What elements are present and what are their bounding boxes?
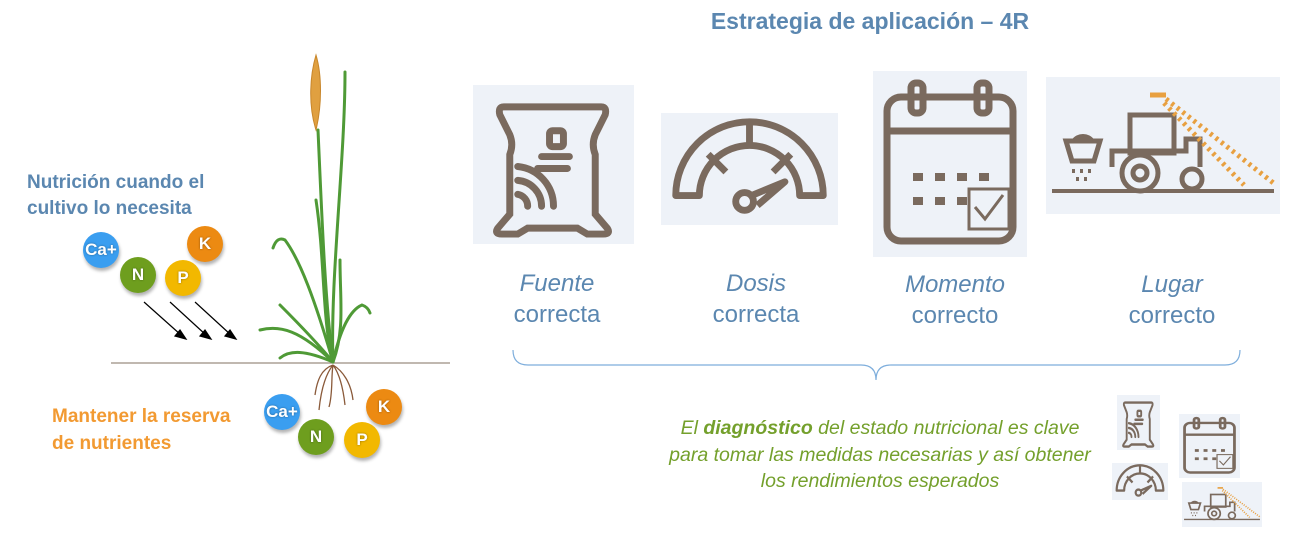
text-line: para tomar las medidas necesarias y así … — [669, 443, 1091, 466]
potassium-ball-top: K — [187, 226, 223, 262]
curly-brace — [512, 349, 1241, 381]
calcium-ball-top: Ca+ — [83, 232, 119, 268]
nitrogen-ball-top: N — [120, 257, 156, 293]
text-line: cultivo lo necesita — [27, 198, 192, 219]
text-part: El — [680, 417, 704, 439]
label-word: Momento — [904, 271, 1006, 298]
small-fertilizer-bag-icon — [1117, 395, 1160, 450]
phosphorus-ball-top: P — [165, 260, 201, 296]
label-momento: Momento correcto — [855, 269, 1055, 331]
maintain-reserve-text: Mantener la reserva de nutrientes — [52, 403, 231, 457]
label-sub: correcto — [911, 302, 999, 329]
text-line: El diagnóstico del estado nutricional es… — [620, 415, 1140, 442]
text-line: Nutrición cuando el — [27, 172, 205, 193]
text-line: de nutrientes — [52, 433, 172, 454]
label-sub: correcta — [712, 301, 800, 328]
text-part: del estado nutricional es clave — [812, 417, 1080, 439]
label-word: Lugar — [1141, 271, 1203, 298]
label-sub: correcta — [513, 301, 601, 328]
label-lugar: Lugar correcto — [1072, 269, 1272, 331]
wheat-plant-illustration — [111, 53, 450, 411]
label-word: Dosis — [725, 270, 786, 297]
page-title: Estrategia de aplicación – 4R — [710, 8, 1030, 34]
calendar-icon — [873, 71, 1027, 257]
small-calendar-icon — [1179, 414, 1240, 478]
potassium-ball-bottom: K — [366, 389, 402, 425]
text-bold: diagnóstico — [703, 417, 813, 439]
label-word: Fuente — [519, 270, 595, 297]
label-dosis: Dosis correcta — [656, 268, 856, 330]
label-sub: correcto — [1128, 302, 1216, 329]
fertilizer-bag-icon — [473, 85, 634, 244]
small-gauge-icon — [1112, 463, 1168, 500]
diagnosis-text: El diagnóstico del estado nutricional es… — [620, 415, 1140, 495]
calcium-ball-bottom: Ca+ — [264, 394, 300, 430]
nutrition-when-needed-text: Nutrición cuando el cultivo lo necesita — [27, 170, 204, 222]
gauge-icon — [661, 113, 838, 225]
text-line: los rendimientos esperados — [760, 470, 1000, 492]
label-fuente: Fuente correcta — [457, 268, 657, 330]
text-line: Mantener la reserva — [52, 406, 231, 427]
tractor-spreader-icon — [1046, 77, 1280, 214]
small-tractor-icon — [1182, 482, 1262, 527]
nitrogen-ball-bottom: N — [298, 419, 334, 455]
phosphorus-ball-bottom: P — [344, 422, 380, 458]
